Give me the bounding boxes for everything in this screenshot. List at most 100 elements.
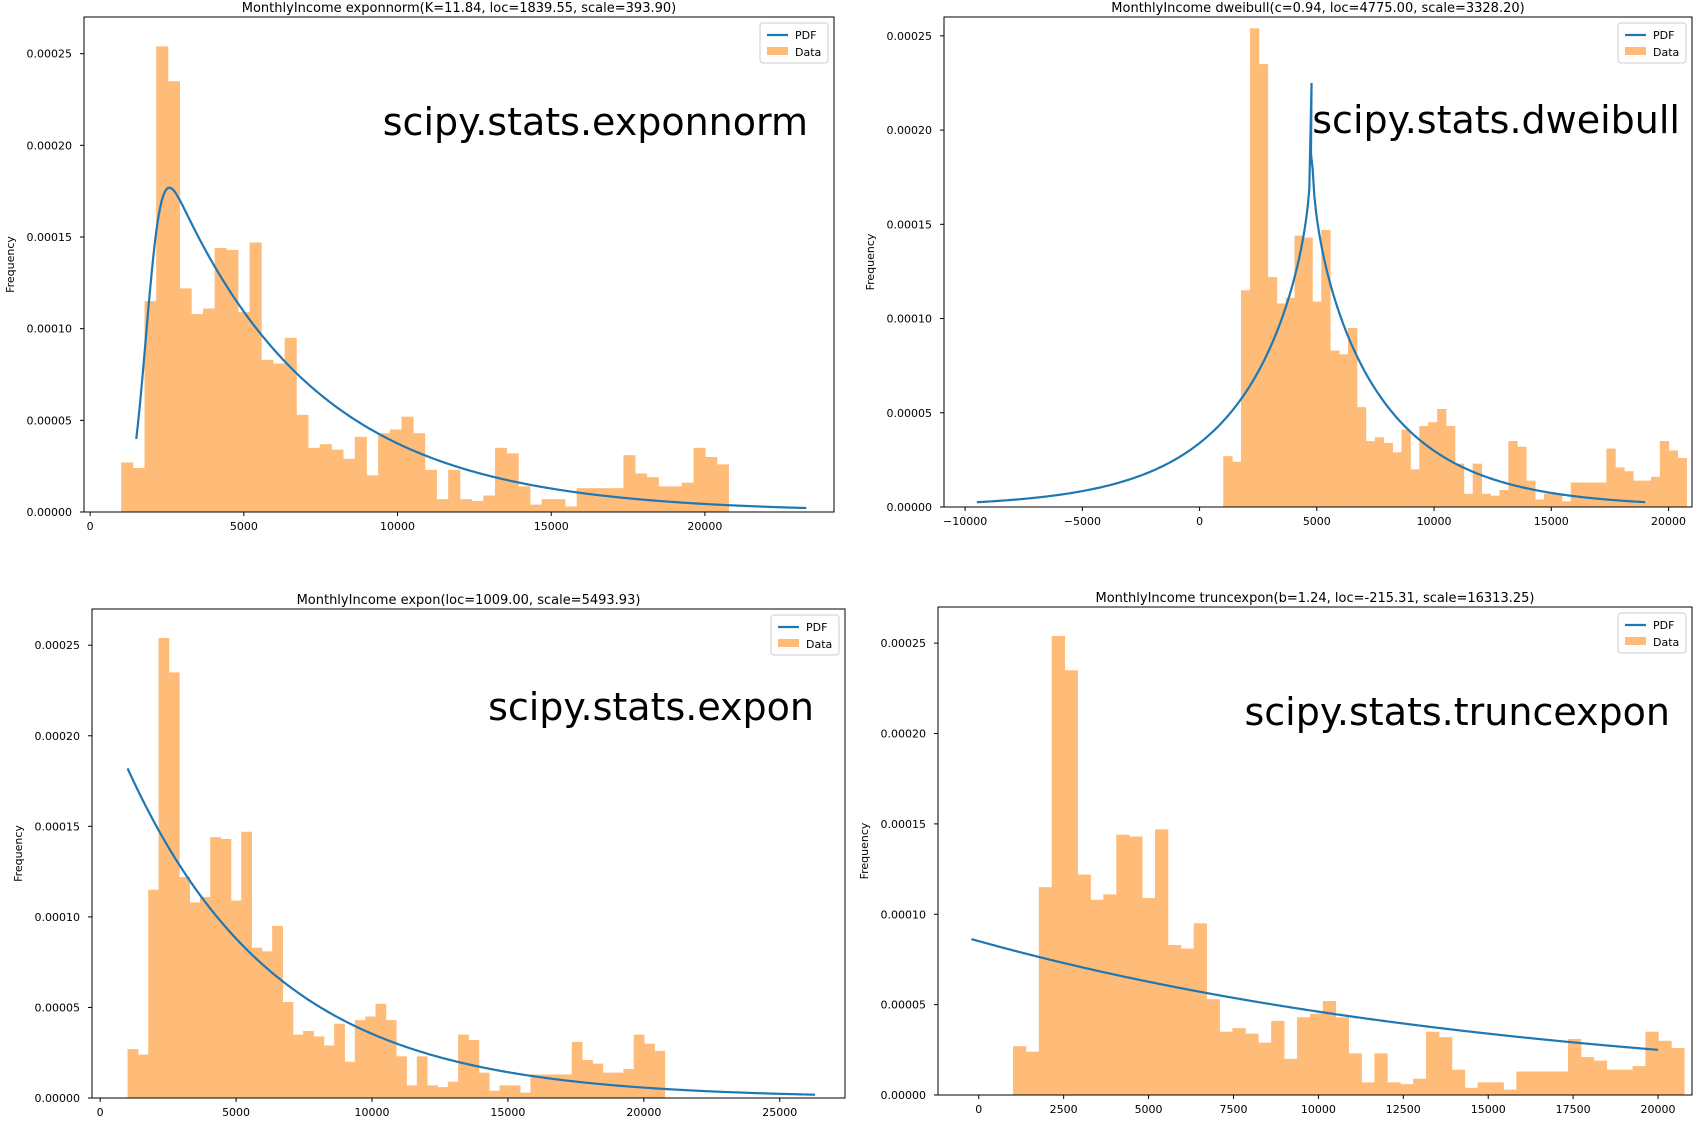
histogram-bar — [1668, 450, 1679, 507]
histogram-bar — [1064, 670, 1078, 1095]
pdf-line — [126, 767, 816, 1096]
x-tick-label: 0 — [975, 1103, 982, 1116]
histogram-bar — [1206, 999, 1220, 1095]
histogram-bar — [127, 1049, 139, 1098]
x-tick-label: 15000 — [490, 1106, 525, 1119]
x-tick-label: 17500 — [1556, 1103, 1591, 1116]
legend: PDF Data — [1617, 612, 1687, 654]
histogram-bar — [1499, 490, 1509, 507]
x-tick-label: 10000 — [1417, 515, 1452, 528]
legend: PDF Data — [759, 22, 829, 64]
histogram-bar — [1624, 471, 1634, 507]
histogram-bar — [1330, 350, 1340, 507]
histogram-bar — [553, 499, 566, 512]
histogram-bar — [251, 947, 263, 1098]
histogram-bar — [1129, 836, 1143, 1095]
x-tick-label: −5000 — [1064, 515, 1101, 528]
chart-title: MonthlyIncome truncexpon(b=1.24, loc=-21… — [1096, 591, 1535, 606]
histogram-bar — [1294, 235, 1304, 507]
histogram-bar — [1410, 469, 1420, 507]
histogram-bars — [1013, 635, 1685, 1095]
histogram-bar — [137, 1054, 149, 1098]
histogram-bar — [471, 501, 484, 512]
histogram-bar — [1374, 1053, 1388, 1095]
histogram-bar — [230, 900, 242, 1098]
histogram-bar — [468, 1040, 480, 1098]
histogram-bar — [1615, 467, 1625, 507]
x-tick-label: 0 — [1196, 515, 1203, 528]
histogram-bar — [1232, 461, 1242, 507]
y-tick-label: 0.00000 — [35, 1092, 81, 1105]
histogram-bar — [1579, 482, 1589, 507]
histogram-bar — [323, 1045, 335, 1098]
histogram-bar — [334, 1023, 345, 1098]
y-tick-label: 0.00005 — [27, 414, 73, 427]
histogram-bar — [489, 1090, 500, 1098]
histogram-bar — [644, 1043, 655, 1098]
y-axis-label: Frequency — [858, 822, 871, 879]
histogram-bar — [1090, 899, 1104, 1095]
histogram-bar — [705, 457, 718, 512]
histogram-bar — [189, 902, 201, 1098]
x-tick-label: 10000 — [354, 1106, 389, 1119]
x-tick-label: 5000 — [1135, 1103, 1163, 1116]
histogram-bar — [1167, 944, 1182, 1095]
histogram-bar — [156, 46, 169, 512]
x-tick-label: 10000 — [1301, 1103, 1336, 1116]
histogram-bar — [132, 468, 145, 512]
histogram-bar — [506, 453, 519, 512]
x-tick-label: 20000 — [687, 520, 722, 533]
y-tick-label: 0.00005 — [35, 1001, 81, 1014]
x-tick-label: 15000 — [534, 520, 569, 533]
y-tick-label: 0.00010 — [887, 313, 933, 326]
histogram-bar — [296, 414, 309, 512]
histogram-bar — [1451, 1069, 1466, 1095]
histogram-bar — [1597, 482, 1607, 507]
histogram-bar — [1438, 1037, 1453, 1095]
chart-panel-2: −10000 −5000 0 5000 10000 15000 20000 0.00000 0.… — [864, 1, 1693, 528]
histogram-bar — [483, 495, 496, 512]
histogram-bar — [1339, 354, 1349, 507]
y-tick-label: 0.00005 — [887, 407, 933, 420]
histogram-bar — [282, 1002, 294, 1098]
histogram-bars — [127, 637, 666, 1098]
histogram-bar — [144, 301, 157, 512]
y-tick-label: 0.00015 — [881, 818, 927, 831]
histogram-bar — [1490, 1082, 1504, 1095]
histogram-bar — [520, 1092, 531, 1098]
histogram-bar — [1348, 1053, 1362, 1095]
histogram-bar — [303, 1030, 314, 1098]
histogram-bar — [1258, 1042, 1272, 1095]
histogram-bar — [261, 359, 274, 512]
histogram-bar — [220, 839, 232, 1098]
histogram-bar — [658, 486, 671, 512]
histogram-bar — [1284, 1058, 1298, 1095]
histogram-bar — [343, 458, 356, 512]
histogram-bar — [1051, 635, 1066, 1095]
y-tick-label: 0.00000 — [27, 506, 73, 519]
histogram-bar — [635, 473, 648, 512]
chart-panel-3: 0 5000 10000 15000 20000 25000 0.00000 0.00005 0… — [12, 593, 846, 1119]
axes-frame — [943, 16, 1693, 508]
histogram-bar — [168, 672, 180, 1098]
histogram-bar — [344, 1061, 356, 1098]
histogram-bars — [121, 46, 729, 513]
histogram-bar — [179, 877, 190, 1098]
histogram-bar — [1383, 442, 1393, 507]
histogram-bar — [427, 1085, 438, 1098]
chart-panel-4: 0 2500 5000 7500 10000 12500 15000 17500 20000 0.… — [858, 591, 1693, 1116]
x-tick-label: 20000 — [1641, 1103, 1676, 1116]
legend-data-swatch — [778, 639, 799, 647]
histogram-bar — [1606, 1069, 1621, 1095]
histogram-bar — [1387, 1082, 1401, 1095]
axes-frame — [937, 606, 1693, 1096]
histogram-bar — [1232, 1028, 1246, 1095]
histogram-bar — [1542, 1071, 1556, 1095]
histogram-bar — [1555, 1071, 1569, 1095]
y-tick-label: 0.00025 — [35, 639, 81, 652]
histogram-bar — [424, 469, 437, 512]
histogram-bar — [478, 1072, 490, 1098]
histogram-bar — [458, 1034, 469, 1098]
histogram-bar — [1472, 463, 1483, 507]
histogram-bar — [401, 416, 414, 512]
